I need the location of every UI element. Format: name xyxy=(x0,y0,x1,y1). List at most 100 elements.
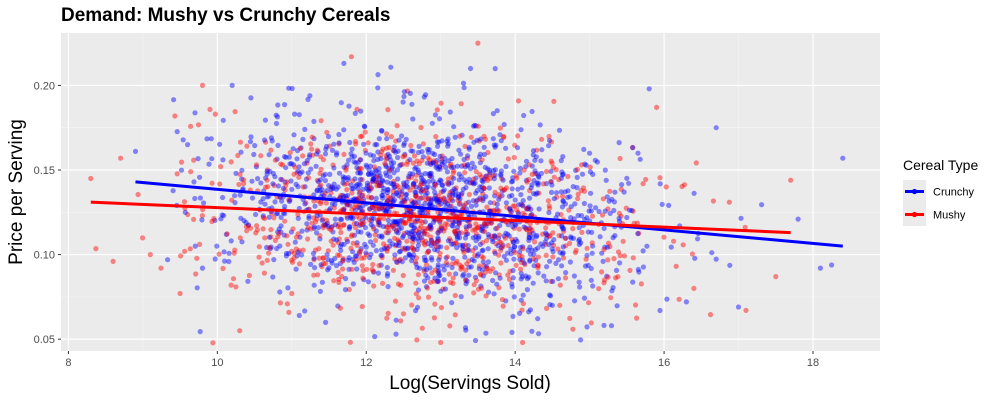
point-mushy xyxy=(300,184,306,190)
point-crunchy xyxy=(434,278,440,284)
point-crunchy xyxy=(397,163,403,169)
point-mushy xyxy=(471,290,477,296)
point-mushy xyxy=(453,260,459,266)
point-crunchy xyxy=(302,184,308,190)
point-crunchy xyxy=(217,141,223,147)
point-mushy xyxy=(369,203,375,210)
point-crunchy xyxy=(560,198,566,204)
point-mushy xyxy=(348,245,354,251)
point-crunchy xyxy=(533,257,539,263)
point-mushy xyxy=(416,233,423,239)
point-crunchy xyxy=(604,273,610,279)
point-crunchy xyxy=(278,229,284,235)
point-crunchy xyxy=(840,155,846,161)
point-mushy xyxy=(311,257,317,263)
point-crunchy xyxy=(212,256,218,262)
point-crunchy xyxy=(379,128,385,134)
point-mushy xyxy=(425,155,431,161)
point-mushy xyxy=(627,267,633,273)
point-mushy xyxy=(600,196,606,202)
point-crunchy xyxy=(371,215,377,221)
point-crunchy xyxy=(626,180,632,186)
point-crunchy xyxy=(547,258,553,264)
point-crunchy xyxy=(248,134,254,140)
point-crunchy xyxy=(340,180,346,186)
point-crunchy xyxy=(375,219,381,225)
point-crunchy xyxy=(482,221,488,227)
point-mushy xyxy=(369,266,375,272)
point-crunchy xyxy=(407,171,413,177)
point-mushy xyxy=(526,162,532,168)
point-mushy xyxy=(295,231,301,237)
point-crunchy xyxy=(358,108,364,114)
point-mushy xyxy=(309,146,315,152)
point-mushy xyxy=(470,227,476,233)
point-crunchy xyxy=(440,263,446,269)
point-crunchy xyxy=(436,116,443,122)
point-crunchy xyxy=(312,203,318,209)
point-mushy xyxy=(402,219,408,226)
point-crunchy xyxy=(559,263,565,269)
point-mushy xyxy=(349,190,355,196)
point-crunchy xyxy=(409,258,415,264)
point-mushy xyxy=(93,246,99,252)
point-crunchy xyxy=(253,211,259,218)
point-crunchy xyxy=(467,180,473,186)
point-crunchy xyxy=(404,196,410,202)
point-crunchy xyxy=(275,142,281,148)
point-crunchy xyxy=(691,190,697,196)
point-crunchy xyxy=(329,184,335,190)
point-crunchy xyxy=(192,195,198,202)
point-crunchy xyxy=(431,185,437,191)
point-mushy xyxy=(490,207,497,213)
point-mushy xyxy=(207,106,213,112)
point-crunchy xyxy=(340,192,346,198)
point-crunchy xyxy=(404,191,410,197)
point-crunchy xyxy=(468,264,474,270)
point-crunchy xyxy=(477,160,483,166)
point-mushy xyxy=(319,264,325,270)
point-crunchy xyxy=(323,146,329,152)
point-mushy xyxy=(188,169,194,175)
point-mushy xyxy=(520,301,527,307)
point-crunchy xyxy=(341,127,347,133)
point-mushy xyxy=(268,234,274,240)
point-crunchy xyxy=(500,242,506,248)
point-crunchy xyxy=(499,193,505,199)
point-crunchy xyxy=(635,231,641,237)
point-mushy xyxy=(507,208,513,214)
point-crunchy xyxy=(593,205,599,211)
point-mushy xyxy=(314,216,320,222)
point-mushy xyxy=(390,147,396,154)
point-crunchy xyxy=(477,241,483,247)
point-crunchy xyxy=(311,118,317,124)
point-mushy xyxy=(365,194,371,200)
point-crunchy xyxy=(498,168,504,174)
point-mushy xyxy=(615,249,622,255)
point-crunchy xyxy=(574,174,580,180)
point-mushy xyxy=(263,139,269,145)
point-crunchy xyxy=(332,216,338,222)
point-crunchy xyxy=(567,259,574,265)
point-crunchy xyxy=(568,234,574,240)
point-mushy xyxy=(640,181,646,187)
point-mushy xyxy=(432,301,438,307)
point-crunchy xyxy=(290,162,297,168)
point-mushy xyxy=(359,221,365,227)
point-mushy xyxy=(579,229,585,235)
point-mushy xyxy=(548,139,555,145)
point-mushy xyxy=(433,134,439,140)
point-mushy xyxy=(348,233,354,239)
point-crunchy xyxy=(331,165,337,171)
point-mushy xyxy=(344,187,350,193)
point-mushy xyxy=(350,178,356,184)
point-mushy xyxy=(535,262,541,268)
point-mushy xyxy=(395,259,401,265)
point-crunchy xyxy=(295,168,301,174)
point-mushy xyxy=(493,241,499,247)
point-mushy xyxy=(497,125,503,131)
point-crunchy xyxy=(417,185,423,191)
point-crunchy xyxy=(304,221,310,227)
point-crunchy xyxy=(376,233,382,239)
point-crunchy xyxy=(492,144,498,150)
